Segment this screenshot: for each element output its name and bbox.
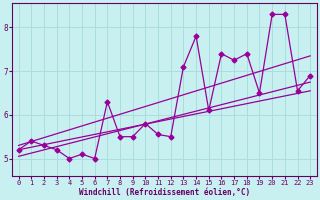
X-axis label: Windchill (Refroidissement éolien,°C): Windchill (Refroidissement éolien,°C) (79, 188, 250, 197)
